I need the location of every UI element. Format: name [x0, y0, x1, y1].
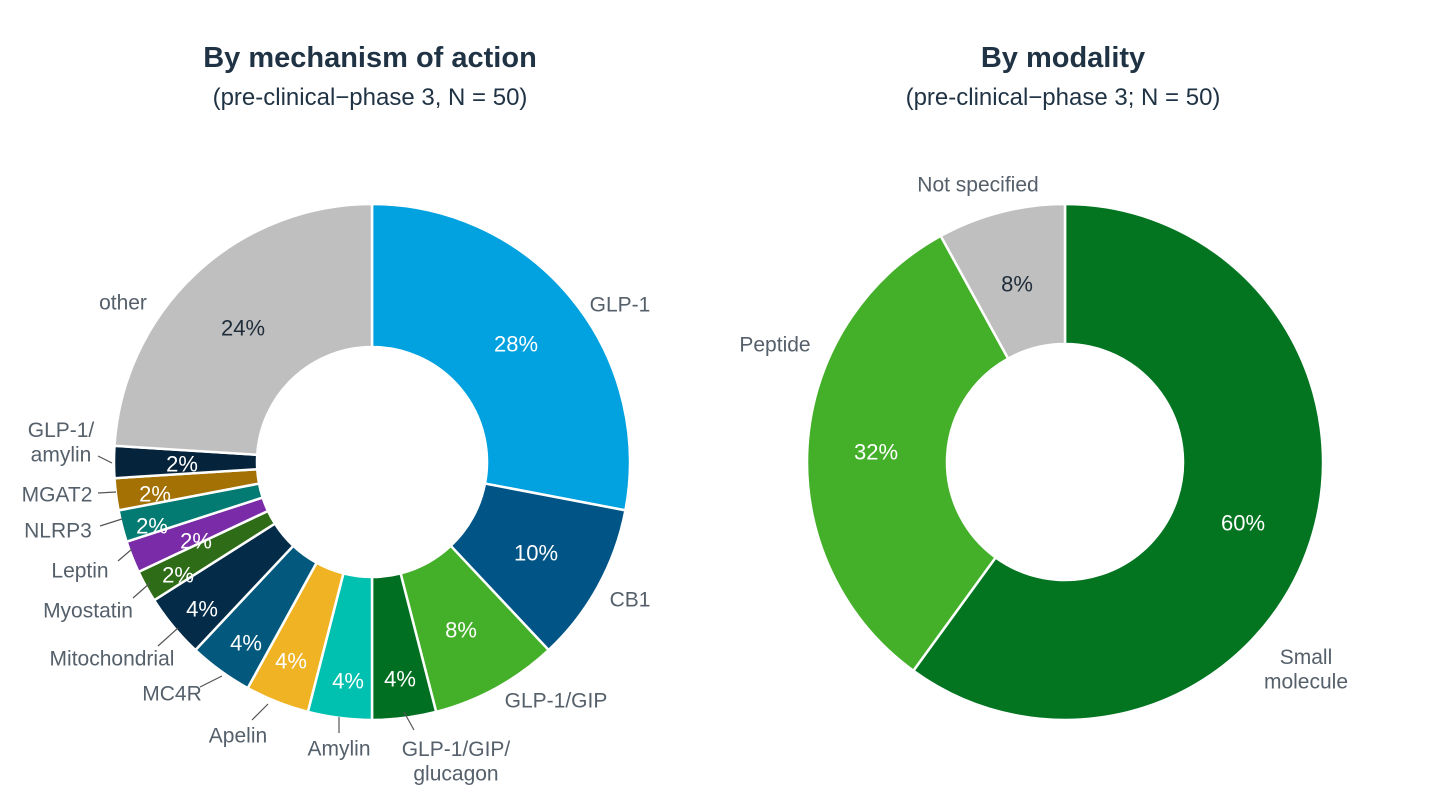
moa-value-label-glp-1: 28% — [494, 332, 538, 357]
right-chart-subtitle: (pre-clinical−phase 3; N = 50) — [905, 84, 1221, 111]
moa-value-label-amylin: 4% — [332, 669, 364, 694]
moa-category-label-mitochondrial: Mitochondrial — [50, 647, 175, 670]
modality-category-label-small-molecule: Small molecule — [1264, 646, 1348, 694]
left-chart-title: By mechanism of action — [203, 42, 537, 74]
moa-slice-other — [113, 202, 374, 457]
moa-category-label-mc4r: MC4R — [142, 682, 202, 705]
moa-leader-line-mgat2 — [97, 491, 117, 494]
moa-value-label-glp-1-gip-glucagon: 4% — [384, 667, 416, 692]
moa-value-label-cb1: 10% — [514, 541, 558, 566]
moa-category-label-glp-1-gip: GLP-1/GIP — [505, 689, 608, 712]
moa-value-label-mitochondrial: 4% — [186, 597, 218, 622]
moa-slice-glp-1 — [370, 202, 632, 512]
moa-category-label-cb1: CB1 — [610, 588, 651, 611]
moa-value-label-other: 24% — [221, 316, 265, 341]
modality-category-label-not-specified: Not specified — [917, 173, 1038, 196]
moa-value-label-leptin: 2% — [180, 529, 212, 554]
left-chart-subtitle: (pre-clinical−phase 3, N = 50) — [212, 84, 528, 111]
moa-leader-line-leptin — [117, 548, 133, 562]
moa-category-label-amylin: Amylin — [307, 737, 370, 760]
moa-value-label-apelin: 4% — [275, 649, 307, 674]
moa-leader-line-mitochondrial — [157, 627, 179, 647]
modality-slice-small-molecule — [911, 202, 1325, 722]
moa-category-label-nlrp3: NLRP3 — [24, 519, 92, 542]
modality-slice-not-specified — [939, 202, 1067, 361]
moa-category-label-glp-1-amylin: GLP-1/amylin — [28, 419, 95, 467]
moa-category-label-mgat2: MGAT2 — [22, 483, 93, 506]
modality-donut — [805, 202, 1325, 722]
right-chart-title: By modality — [980, 42, 1146, 74]
modality-category-label-peptide: Peptide — [739, 333, 810, 356]
moa-value-label-glp-1-gip: 8% — [445, 618, 477, 643]
moa-category-label-other: other — [99, 291, 147, 314]
moa-category-label-apelin: Apelin — [209, 724, 267, 747]
moa-value-label-mc4r: 4% — [230, 631, 262, 656]
moa-leader-line-nlrp3 — [99, 518, 123, 527]
moa-category-label-myostatin: Myostatin — [43, 599, 133, 622]
moa-category-label-glp-1: GLP-1 — [590, 293, 651, 316]
moa-leader-line-glp-1-gip-glucagon — [403, 711, 415, 731]
moa-leader-line-apelin — [251, 703, 269, 721]
moa-leader-line-glp-1-amylin — [97, 455, 113, 464]
moa-value-label-mgat2: 2% — [139, 482, 171, 507]
moa-value-label-glp-1-amylin: 2% — [166, 452, 198, 477]
moa-category-label-glp-1-gip-glucagon: GLP-1/GIP/glucagon — [402, 738, 511, 786]
moa-leader-line-mc4r — [199, 675, 223, 688]
moa-category-label-leptin: Leptin — [51, 559, 108, 582]
modality-value-label-small-molecule: 60% — [1221, 511, 1265, 536]
moa-value-label-nlrp3: 2% — [136, 514, 168, 539]
moa-value-label-myostatin: 2% — [162, 563, 194, 588]
modality-value-label-not-specified: 8% — [1001, 272, 1033, 297]
moa-leader-line-myostatin — [132, 582, 151, 599]
moa-donut — [112, 202, 632, 722]
modality-slice-peptide — [805, 234, 1010, 673]
modality-value-label-peptide: 32% — [854, 440, 898, 465]
